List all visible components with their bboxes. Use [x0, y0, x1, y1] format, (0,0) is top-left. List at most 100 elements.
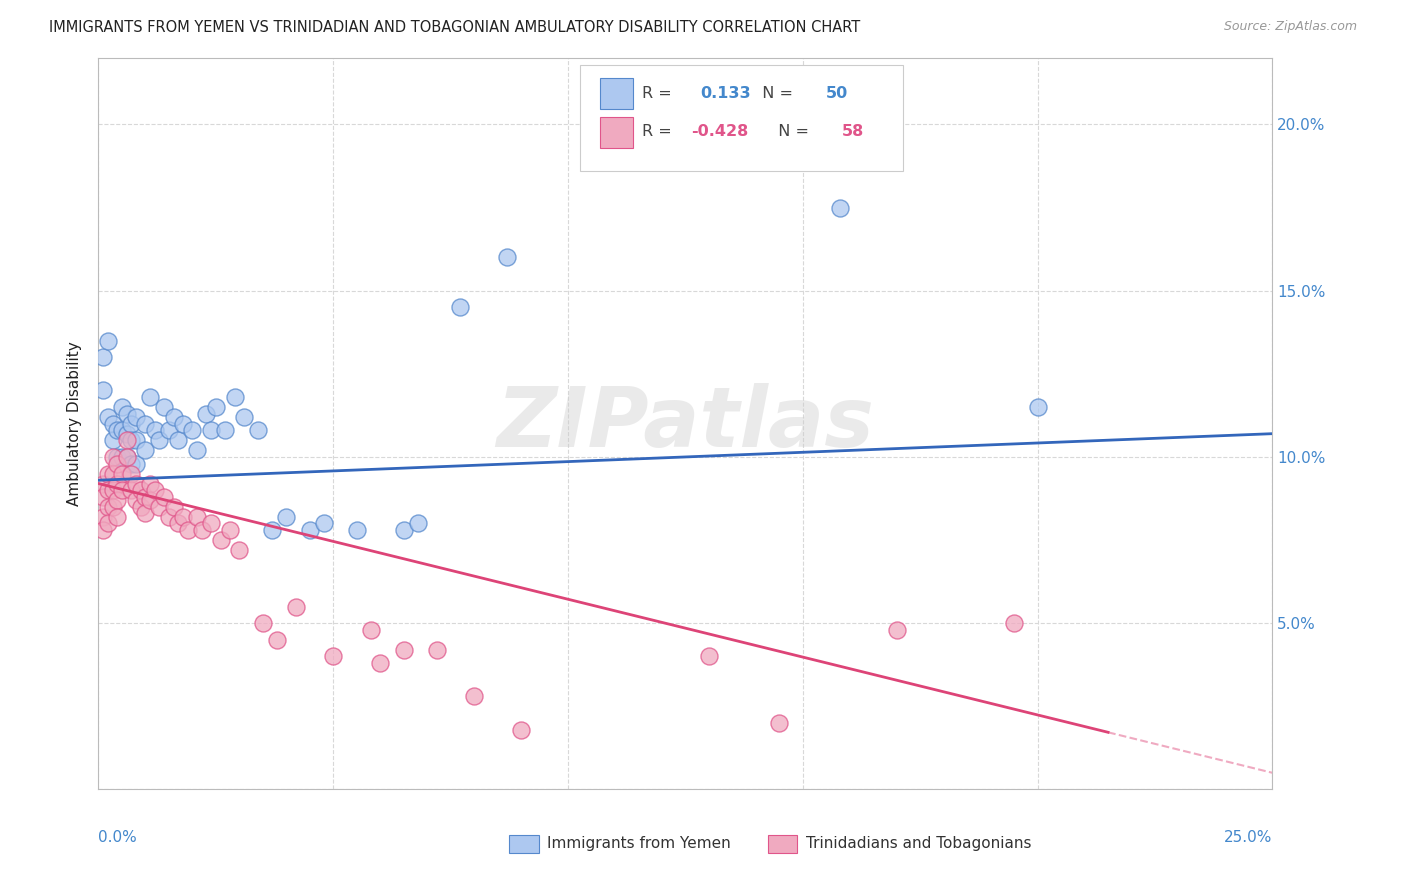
- Point: [120, 457, 142, 471]
- Point: [120, 417, 142, 431]
- Point: [167, 434, 190, 448]
- Point: [111, 400, 134, 414]
- Point: [697, 649, 720, 664]
- Point: [157, 423, 180, 437]
- FancyBboxPatch shape: [579, 65, 903, 171]
- Point: [190, 523, 212, 537]
- Point: [129, 500, 152, 514]
- Point: [139, 476, 162, 491]
- Text: 0.0%: 0.0%: [98, 830, 138, 845]
- Point: [134, 490, 156, 504]
- Point: [284, 599, 307, 614]
- Point: [111, 423, 134, 437]
- Point: [120, 467, 142, 481]
- Point: [134, 417, 156, 431]
- Point: [91, 509, 114, 524]
- Point: [97, 334, 120, 348]
- Point: [105, 493, 128, 508]
- Point: [125, 476, 148, 491]
- Point: [181, 423, 204, 437]
- Point: [111, 483, 134, 498]
- Text: 50: 50: [827, 86, 849, 101]
- FancyBboxPatch shape: [509, 835, 538, 853]
- Point: [91, 490, 114, 504]
- Point: [129, 483, 152, 498]
- Text: Source: ZipAtlas.com: Source: ZipAtlas.com: [1223, 20, 1357, 33]
- Point: [186, 509, 208, 524]
- Point: [120, 483, 142, 498]
- Point: [101, 450, 124, 464]
- Point: [162, 410, 184, 425]
- Point: [392, 642, 415, 657]
- Point: [233, 410, 256, 425]
- Point: [449, 301, 471, 315]
- Point: [830, 201, 852, 215]
- Point: [111, 450, 134, 464]
- Point: [105, 450, 128, 464]
- Point: [214, 423, 236, 437]
- Point: [97, 410, 120, 425]
- Point: [172, 417, 194, 431]
- Y-axis label: Ambulatory Disability: Ambulatory Disability: [67, 342, 83, 506]
- Text: 0.133: 0.133: [700, 86, 751, 101]
- Point: [425, 642, 447, 657]
- Point: [143, 483, 166, 498]
- Point: [101, 467, 124, 481]
- FancyBboxPatch shape: [600, 78, 633, 109]
- Point: [195, 407, 218, 421]
- Point: [105, 509, 128, 524]
- Point: [153, 490, 176, 504]
- Point: [224, 390, 246, 404]
- Point: [105, 423, 128, 437]
- Point: [360, 623, 382, 637]
- Text: N =: N =: [752, 86, 799, 101]
- Point: [172, 509, 194, 524]
- Point: [252, 616, 274, 631]
- Text: ZIPatlas: ZIPatlas: [496, 384, 875, 464]
- Point: [157, 509, 180, 524]
- Point: [125, 434, 148, 448]
- Point: [115, 426, 138, 441]
- Point: [115, 450, 138, 464]
- Point: [105, 457, 128, 471]
- Point: [205, 400, 228, 414]
- Point: [139, 493, 162, 508]
- Point: [153, 400, 176, 414]
- Text: -0.428: -0.428: [692, 124, 748, 139]
- Point: [143, 423, 166, 437]
- Point: [134, 507, 156, 521]
- Point: [1002, 616, 1025, 631]
- Point: [262, 523, 284, 537]
- Point: [276, 509, 298, 524]
- Point: [463, 690, 485, 704]
- Text: 58: 58: [842, 124, 863, 139]
- Point: [101, 483, 124, 498]
- Point: [97, 516, 120, 531]
- Point: [510, 723, 533, 737]
- Point: [312, 516, 335, 531]
- Point: [768, 715, 790, 730]
- Point: [368, 656, 391, 670]
- Point: [101, 500, 124, 514]
- Point: [1026, 400, 1049, 414]
- Point: [322, 649, 344, 664]
- Point: [115, 407, 138, 421]
- Text: N =: N =: [768, 124, 814, 139]
- Text: R =: R =: [643, 86, 682, 101]
- Point: [406, 516, 429, 531]
- Point: [139, 390, 162, 404]
- Point: [247, 423, 270, 437]
- Text: IMMIGRANTS FROM YEMEN VS TRINIDADIAN AND TOBAGONIAN AMBULATORY DISABILITY CORREL: IMMIGRANTS FROM YEMEN VS TRINIDADIAN AND…: [49, 20, 860, 35]
- Point: [266, 632, 288, 647]
- Point: [125, 457, 148, 471]
- Text: Immigrants from Yemen: Immigrants from Yemen: [547, 836, 731, 851]
- Point: [97, 500, 120, 514]
- Point: [101, 417, 124, 431]
- Point: [200, 516, 222, 531]
- Point: [886, 623, 908, 637]
- Point: [346, 523, 368, 537]
- Point: [219, 523, 242, 537]
- Point: [162, 500, 184, 514]
- Point: [125, 410, 148, 425]
- FancyBboxPatch shape: [768, 835, 797, 853]
